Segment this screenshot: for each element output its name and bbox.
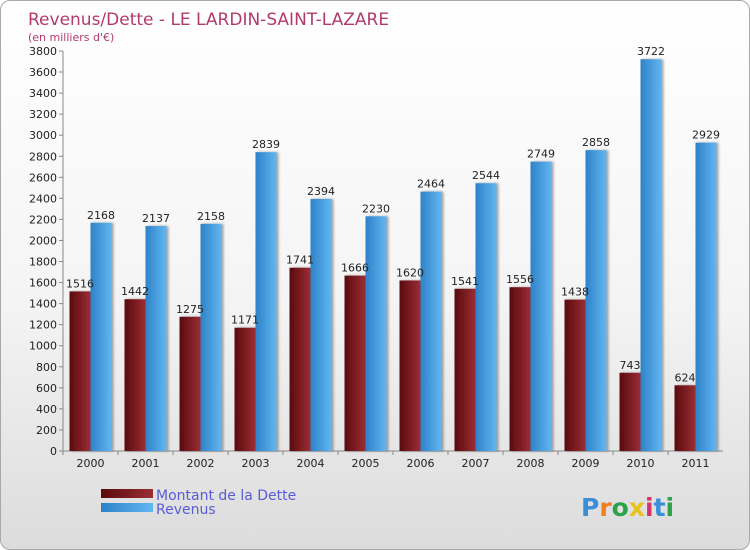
x-tick-label: 2007	[462, 457, 490, 470]
bar-revenus	[200, 223, 222, 451]
y-tick-label: 2600	[29, 171, 57, 184]
x-tick-label: 2010	[627, 457, 655, 470]
y-tick-label: 1400	[29, 298, 57, 311]
bar-revenus	[475, 183, 497, 452]
bar-dette	[509, 287, 531, 451]
data-label: 2749	[527, 148, 555, 161]
bar-revenus	[145, 226, 167, 451]
x-tick-label: 2002	[187, 457, 215, 470]
y-tick-label: 1800	[29, 256, 57, 269]
data-label: 743	[620, 359, 641, 372]
y-tick-label: 400	[36, 403, 57, 416]
legend-swatch-dette	[101, 489, 153, 498]
data-label: 2544	[472, 169, 500, 182]
data-label: 2230	[362, 202, 390, 215]
data-label: 2158	[197, 210, 225, 223]
data-label: 2464	[417, 178, 445, 191]
y-tick-label: 2400	[29, 192, 57, 205]
x-tick-label: 2005	[352, 457, 380, 470]
bar-dette	[289, 267, 311, 451]
y-tick-label: 3000	[29, 129, 57, 142]
y-tick-label: 0	[50, 445, 57, 458]
bar-dette	[619, 372, 641, 451]
legend-swatch-revenus	[101, 503, 153, 512]
y-tick-label: 1200	[29, 319, 57, 332]
y-tick-label: 2800	[29, 150, 57, 163]
data-label: 1516	[66, 277, 94, 290]
bar-dette	[124, 299, 146, 451]
y-tick-label: 3800	[29, 45, 57, 58]
x-tick-label: 2004	[297, 457, 325, 470]
bar-dette	[674, 385, 696, 451]
y-tick-label: 200	[36, 424, 57, 437]
y-tick-label: 800	[36, 361, 57, 374]
bar-dette	[454, 288, 476, 451]
logo-wordmark: Proxiti	[581, 493, 674, 522]
x-tick-label: 2009	[572, 457, 600, 470]
bar-revenus	[530, 161, 552, 451]
y-tick-label: 1000	[29, 340, 57, 353]
y-axis: 0 200 400 600 800 1000 1200 1400 1600 1800 2000 220…	[29, 45, 723, 458]
bar-dette	[234, 327, 256, 451]
bar-dette	[179, 316, 201, 451]
y-tick-label: 2200	[29, 213, 57, 226]
bar-dette	[69, 291, 91, 451]
data-label: 3722	[637, 45, 665, 58]
y-tick-label: 3600	[29, 66, 57, 79]
y-tick-label: 3400	[29, 87, 57, 100]
y-tick-label: 1600	[29, 277, 57, 290]
data-label: 1666	[341, 262, 369, 275]
x-tick-label: 2006	[407, 457, 435, 470]
bar-revenus	[640, 59, 662, 452]
data-label: 1620	[396, 266, 424, 279]
bar-revenus	[695, 142, 717, 451]
data-label: 2858	[582, 136, 610, 149]
chart-title: Revenus/Dette - LE LARDIN-SAINT-LAZARE	[28, 10, 389, 30]
bars: 1516 2168 1442 2137 1275 2158 1171 2839 1741 2394…	[66, 45, 720, 452]
y-tick-label: 3200	[29, 108, 57, 121]
bar-revenus	[255, 152, 277, 451]
data-label: 1438	[561, 286, 589, 299]
data-label: 1541	[451, 275, 479, 288]
x-tick-label: 2011	[682, 457, 710, 470]
legend-label-dette: Montant de la Dette	[156, 488, 296, 504]
data-label: 2168	[87, 209, 115, 222]
legend-label-revenus: Revenus	[156, 502, 216, 518]
x-tick-label: 2008	[517, 457, 545, 470]
bar-revenus	[310, 199, 332, 451]
data-label: 2137	[142, 212, 170, 225]
data-label: 624	[675, 371, 696, 384]
x-tick-label: 2000	[77, 457, 105, 470]
y-tick-label: 600	[36, 382, 57, 395]
bar-dette	[344, 275, 366, 451]
bar-dette	[564, 299, 586, 451]
x-tick-label: 2003	[242, 457, 270, 470]
bar-revenus	[420, 191, 442, 451]
data-label: 2394	[307, 185, 335, 198]
y-tick-label: 2000	[29, 234, 57, 247]
proxiti-logo: Proxiti	[581, 493, 674, 522]
chart-subtitle: (en milliers d'€)	[28, 31, 114, 44]
bar-revenus	[365, 216, 387, 451]
data-label: 2839	[252, 138, 280, 151]
data-label: 1556	[506, 273, 534, 286]
data-label: 1442	[121, 285, 149, 298]
x-axis: 2000 2001 2002 2003 2004 2005 2006 2007 2008 2009…	[62, 451, 710, 470]
bar-revenus	[585, 150, 607, 451]
data-label: 1741	[286, 254, 314, 267]
bar-revenus	[90, 222, 112, 451]
x-tick-label: 2001	[132, 457, 160, 470]
data-label: 2929	[692, 129, 720, 142]
bar-dette	[399, 280, 421, 451]
data-label: 1275	[176, 303, 204, 316]
data-label: 1171	[231, 314, 259, 327]
